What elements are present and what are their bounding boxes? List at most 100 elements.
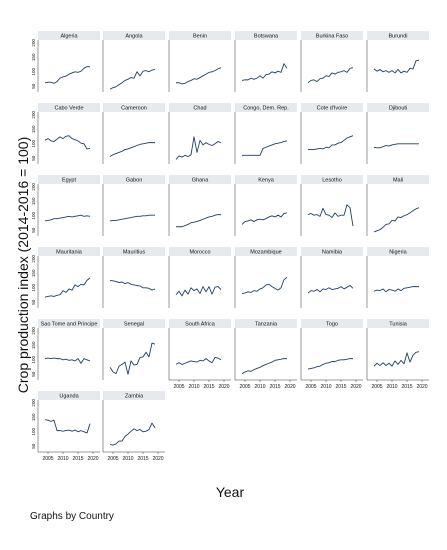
x-tick-label: 2020 [87,456,98,462]
panel-togo: Togo 2005 2010 2015 2020 [300,319,363,390]
x-tick-label: 2005 [107,456,118,462]
panel-header [301,31,363,40]
x-tick-label: 2015 [203,384,214,390]
panel-title: Sao Tome and Principe [41,322,98,328]
panel-header [367,31,429,40]
y-tick-label: 150 [31,53,36,61]
panel-header [169,175,231,184]
panel-header [301,103,363,112]
y-tick-label: 100 [31,140,36,148]
panel-header [235,103,297,112]
x-tick-label: 2020 [416,384,427,390]
panel-nigeria: Nigeria [366,247,429,308]
panel-header [367,247,429,256]
series-line-mali [373,207,420,233]
panel-header [235,247,297,256]
panel-title: Angola [125,34,143,40]
panel-title: Mauritania [56,250,83,256]
panel-grid: Algeria 50 100 150 200 Angola Benin Botswana Bur… [31,31,429,462]
panel-senegal: Senegal [102,319,165,380]
panel-south-africa: South Africa 2005 2010 2015 2020 [168,319,231,390]
series-line-chad [175,136,222,160]
panel-title: Tanzania [255,322,278,328]
panel-title: Ghana [192,178,209,184]
panel-cote-d-ivoire: Cote d'Ivoire [300,103,363,164]
panel-lesotho: Lesotho [300,175,363,236]
panel-title: Djibouti [389,106,407,112]
y-axis-title: Crop production index (2014-2016 = 100) [15,137,31,393]
panel-header [38,175,100,184]
panel-header [169,247,231,256]
panel-header [38,319,100,328]
series-line-algeria [44,66,91,84]
panel-cabo-verde: Cabo Verde 50 100 150 200 [31,103,100,164]
series-line-morocco [175,286,222,297]
panel-zambia: Zambia 2005 2010 2015 2020 [102,391,165,462]
panel-namibia: Namibia [300,247,363,308]
panel-header [169,31,231,40]
x-tick-label: 2010 [122,456,133,462]
panel-title: Morocco [189,250,210,256]
panel-title: Cameroon [121,106,147,112]
panel-title: Algeria [60,34,78,40]
panel-cameroon: Cameroon [102,103,165,164]
x-tick-label: 2010 [188,384,199,390]
x-tick-label: 2020 [152,456,163,462]
series-line-uganda [44,419,91,434]
series-line-cameroon [109,142,155,157]
series-line-ghana [176,214,221,228]
series-line-angola [109,69,156,90]
panel-title: Mauritius [123,250,146,256]
x-tick-label: 2015 [335,384,346,390]
panel-header [38,31,100,40]
x-tick-label: 2020 [350,384,361,390]
panel-header [301,319,363,328]
panel-burundi: Burundi [366,31,429,92]
panel-tunisia: Tunisia 2005 2010 2015 2020 [366,319,429,390]
panel-title: South Africa [185,322,216,328]
panel-title: Botswana [254,34,279,40]
panel-kenya: Kenya [234,175,297,236]
panel-header [103,391,165,400]
panel-title: Chad [193,106,206,112]
panel-header [169,103,231,112]
y-tick-label: 100 [31,284,36,292]
panel-header [367,319,429,328]
x-tick-label: 2015 [269,384,280,390]
y-tick-label: 50 [31,155,36,161]
panel-header [235,319,297,328]
x-tick-label: 2020 [218,384,229,390]
y-tick-label: 100 [31,356,36,364]
panel-congo-dem-rep: Congo, Dem. Rep. [234,103,297,164]
panel-title: Tunisia [389,322,407,328]
panel-morocco: Morocco [168,247,231,308]
panel-title: Togo [326,322,338,328]
y-tick-label: 200 [31,183,36,191]
panel-header [235,175,297,184]
panel-title: Uganda [59,394,79,400]
panel-gabon: Gabon [102,175,165,236]
panel-title: Gabon [126,178,143,184]
footnote: Graphs by Country [30,511,114,522]
series-line-tanzania [241,358,287,375]
series-line-gabon [109,214,155,222]
panel-title: Cote d'Ivoire [317,106,348,112]
y-tick-label: 50 [31,299,36,305]
panel-uganda: Uganda 50 100 150 200 2005 2010 2015 2020 [31,391,100,462]
series-line-togo [307,358,353,370]
y-tick-label: 200 [31,39,36,47]
panel-chad: Chad [168,103,231,164]
y-tick-label: 200 [31,327,36,335]
y-tick-label: 150 [31,125,36,133]
series-line-mauritania [44,277,91,298]
panel-header [169,319,231,328]
panel-header [103,319,165,328]
panel-title: Burundi [389,34,408,40]
series-line-namibia [307,285,354,294]
x-tick-label: 2015 [72,456,83,462]
panel-header [38,247,100,256]
x-tick-label: 2020 [284,384,295,390]
series-line-sao-tome-and-principe [44,357,91,364]
y-tick-label: 200 [31,111,36,119]
series-line-nigeria [373,286,419,293]
